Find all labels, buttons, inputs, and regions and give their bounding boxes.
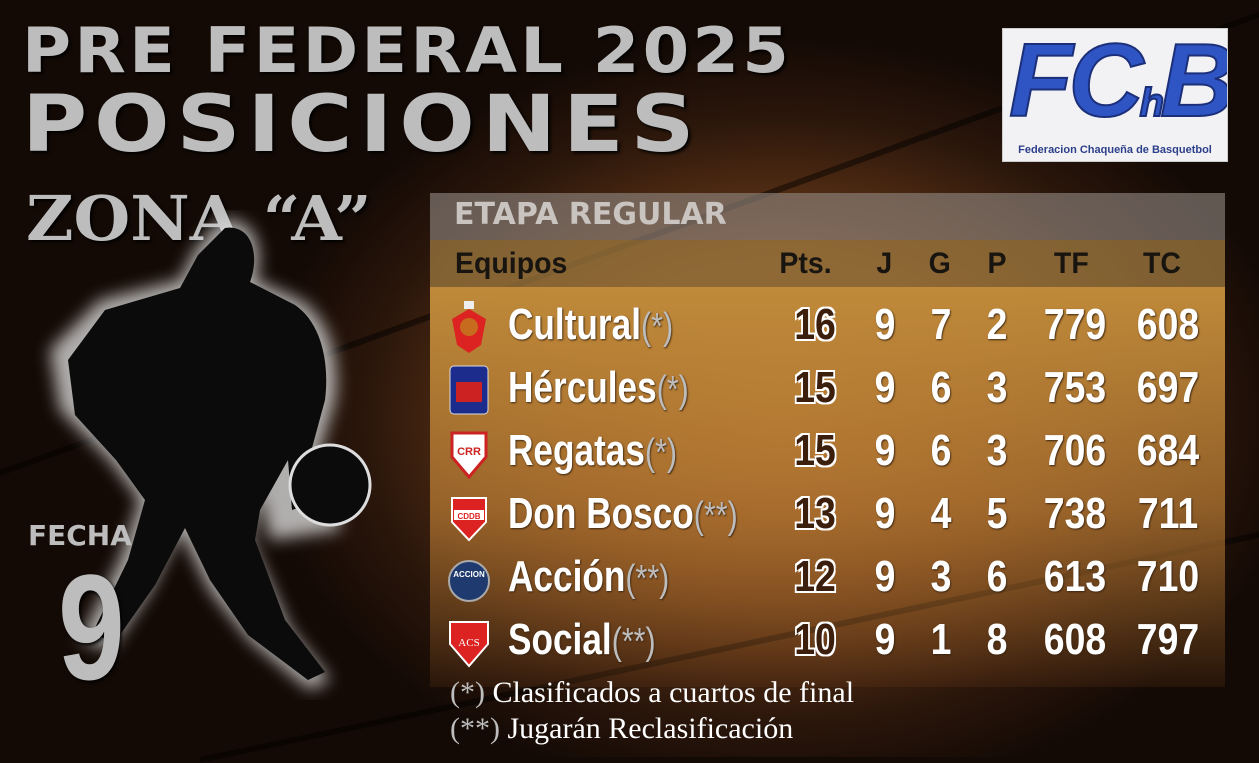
note-mark: (*) xyxy=(450,676,485,709)
title-line-2: POSICIONES xyxy=(22,80,702,170)
lost: 3 xyxy=(986,426,1008,475)
regatas-crest-icon: CRR xyxy=(450,431,488,479)
played: 9 xyxy=(874,300,896,349)
logo-subtitle: Federacion Chaqueña de Basquetbol xyxy=(1018,144,1212,156)
col-pts: Pts. xyxy=(779,247,832,280)
won: 1 xyxy=(930,615,952,664)
table-row: ACS Social(**) 10 9 1 8 608 797 xyxy=(430,612,1225,672)
hercules-crest-icon xyxy=(449,365,489,415)
stage-title: ETAPA REGULAR xyxy=(454,197,727,232)
table-row: Hércules(*) 15 9 6 3 753 697 xyxy=(430,360,1225,420)
team-label: Regatas xyxy=(508,426,645,475)
played: 9 xyxy=(874,489,896,538)
won: 3 xyxy=(930,552,952,601)
stage-header: ETAPA REGULAR xyxy=(430,193,1225,240)
basketball-player-silhouette-icon xyxy=(50,219,372,690)
points: 15 xyxy=(794,363,836,412)
won: 6 xyxy=(930,363,952,412)
points-against: 711 xyxy=(1137,489,1199,538)
team-mark: (**) xyxy=(611,621,656,663)
accion-crest-icon: ACCION xyxy=(448,560,490,602)
points-against: 797 xyxy=(1136,615,1200,664)
points-for: 738 xyxy=(1043,489,1107,538)
social-crest-icon: ACS xyxy=(449,621,489,668)
svg-text:CRR: CRR xyxy=(457,446,481,458)
lost: 3 xyxy=(986,363,1008,412)
team-label: Social xyxy=(508,615,612,664)
points-for: 608 xyxy=(1043,615,1107,664)
played: 9 xyxy=(874,363,896,412)
team-name: Regatas(*) xyxy=(508,425,677,479)
points: 16 xyxy=(794,300,836,349)
points-for: 613 xyxy=(1043,552,1107,601)
don-bosco-crest-icon: CDDB xyxy=(451,497,487,542)
svg-text:ACS: ACS xyxy=(458,637,479,649)
fecha-number: 9 xyxy=(58,543,125,711)
team-name: Don Bosco(**) xyxy=(508,488,738,542)
points: 13 xyxy=(794,489,836,538)
table-row: ACCION Acción(**) 12 9 3 6 613 710 xyxy=(430,549,1225,609)
standings-table: ETAPA REGULAR Equipos Pts. J G P TF TC C… xyxy=(430,193,1225,687)
team-mark: (*) xyxy=(644,432,678,474)
col-tc: TC xyxy=(1143,247,1181,280)
svg-text:CDDB: CDDB xyxy=(457,512,480,521)
note-1: (*) Clasificados a cuartos de final xyxy=(450,676,854,710)
col-equipos: Equipos xyxy=(454,247,568,280)
points: 10 xyxy=(794,615,836,664)
points-for: 753 xyxy=(1043,363,1107,412)
team-name: Acción(**) xyxy=(508,551,669,605)
team-mark: (**) xyxy=(693,495,738,537)
points: 12 xyxy=(794,552,836,601)
note-mark: (**) xyxy=(450,712,500,745)
fecha-label: FECHA xyxy=(28,519,132,552)
points-for: 706 xyxy=(1043,426,1107,475)
team-name: Hércules(*) xyxy=(508,362,689,416)
team-label: Cultural xyxy=(508,300,641,349)
points-for: 779 xyxy=(1043,300,1107,349)
fcb-logo: FChB Federacion Chaqueña de Basquetbol xyxy=(1002,28,1228,162)
points-against: 608 xyxy=(1136,300,1200,349)
column-header-row xyxy=(430,240,1225,287)
note-text: Jugarán Reclasificación xyxy=(499,712,794,745)
svg-text:ACCION: ACCION xyxy=(453,570,485,579)
lost: 8 xyxy=(986,615,1008,664)
col-j: J xyxy=(876,247,893,280)
note-text: Clasificados a cuartos de final xyxy=(484,676,855,709)
cultural-crest-icon xyxy=(452,301,486,353)
zone-label: ZONA “A” xyxy=(26,182,372,255)
points: 15 xyxy=(794,426,836,475)
col-g: G xyxy=(928,247,951,280)
col-tf: TF xyxy=(1053,247,1089,280)
team-label: Hércules xyxy=(508,363,657,412)
played: 9 xyxy=(874,426,896,475)
points-against: 697 xyxy=(1136,363,1200,412)
table-row: CRR Regatas(*) 15 9 6 3 706 684 xyxy=(430,423,1225,483)
team-label: Don Bosco xyxy=(508,489,694,538)
table-row: Cultural(*) 16 9 7 2 779 608 xyxy=(430,297,1225,357)
table-row: CDDB Don Bosco(**) 13 9 4 5 738 711 xyxy=(430,486,1225,546)
team-mark: (**) xyxy=(625,558,670,600)
played: 9 xyxy=(874,552,896,601)
lost: 6 xyxy=(986,552,1008,601)
table-body xyxy=(430,287,1225,687)
team-name: Cultural(*) xyxy=(508,299,673,353)
title-line-1: PRE FEDERAL 2025 xyxy=(22,14,793,87)
team-name: Social(**) xyxy=(508,614,656,668)
played: 9 xyxy=(874,615,896,664)
note-2: (**) Jugarán Reclasificación xyxy=(450,712,793,746)
lost: 2 xyxy=(986,300,1008,349)
points-against: 684 xyxy=(1136,426,1200,475)
won: 4 xyxy=(930,489,952,538)
lost: 5 xyxy=(986,489,1008,538)
points-against: 710 xyxy=(1136,552,1200,601)
team-mark: (*) xyxy=(656,369,689,411)
col-p: P xyxy=(987,247,1007,280)
team-label: Acción xyxy=(508,552,626,601)
won: 7 xyxy=(930,300,952,349)
won: 6 xyxy=(930,426,952,475)
team-mark: (*) xyxy=(640,306,674,348)
logo-letters: FChB xyxy=(1008,28,1228,139)
